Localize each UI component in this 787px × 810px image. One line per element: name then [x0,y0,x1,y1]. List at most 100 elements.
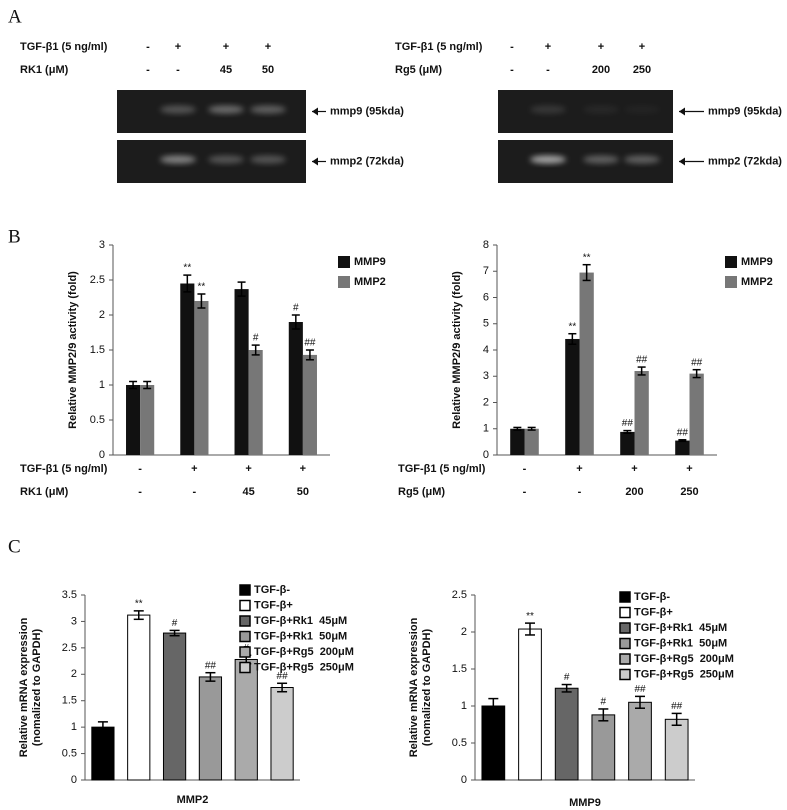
treatment-label: RK1 (μM) [20,486,69,498]
treatment-value: + [631,463,637,475]
treatment-value: - [546,64,550,76]
legend-label: TGF-β+Rk1 50μM [634,637,727,649]
gel-band [624,155,660,164]
y-tick-label: 3 [99,239,105,251]
gel-band [250,155,286,164]
significance-marker: ## [636,355,648,366]
x-axis-label: MMP2 [177,794,209,806]
y-tick-label: 0 [99,449,105,461]
legend-swatch [619,668,631,681]
legend-label: TGF-β+ [254,599,293,611]
legend-label: TGF-β+Rg5 250μM [634,668,734,680]
y-axis-label: Relative mRNA expression [408,617,420,757]
y-tick-label: 2 [99,309,105,321]
arrow-head [679,157,685,166]
treatment-value: - [510,64,514,76]
bar [234,658,258,781]
legend-swatch [619,591,631,603]
panel-label: A [8,6,22,27]
significance-marker: # [293,303,299,314]
y-tick-label: 1.5 [452,663,467,675]
y-tick-label: 0 [483,449,489,461]
bar [591,714,616,781]
y-tick-label: 1 [71,721,77,733]
treatment-label: TGF-β1 (5 ng/ml) [20,41,108,53]
bar [518,628,542,781]
bar [234,289,249,455]
significance-marker: ## [205,660,217,671]
bar [162,632,187,781]
legend-swatch [725,276,737,288]
treatment-value: - [146,41,150,53]
treatment-label: TGF-β1 (5 ng/ml) [20,463,108,475]
treatment-value: 200 [592,64,610,76]
treatment-value: 45 [220,64,232,76]
y-axis-label: Relative MMP2/9 activity (fold) [67,271,79,429]
band-label: mmp9 (95kda) [708,105,782,117]
treatment-value: - [523,463,527,475]
gel-band [208,105,244,114]
gel-band [624,106,660,114]
x-axis-label: MMP9 [569,797,601,809]
treatment-value: 200 [625,486,643,498]
treatment-value: + [545,41,551,53]
legend-label: TGF-β+Rg5 200μM [634,653,734,665]
gel-band [583,105,619,114]
treatment-value: 250 [680,486,698,498]
bar [689,373,704,455]
bar [565,338,580,455]
legend-swatch [725,256,737,268]
y-tick-label: 0.5 [452,737,467,749]
legend-swatch [619,653,631,665]
legend-swatch [338,256,350,268]
y-tick-label: 2 [461,626,467,638]
bar [248,350,263,455]
bar [194,301,209,455]
legend-label: TGF-β- [634,591,670,603]
treatment-value: - [578,486,582,498]
significance-marker: ** [568,321,576,332]
y-tick-label: 1 [483,423,489,435]
legend-swatch [239,661,251,674]
y-tick-label: 3 [71,615,77,627]
gel-band [250,105,286,114]
y-tick-label: 0.5 [90,414,105,426]
bar [620,431,635,455]
treatment-value: + [245,463,251,475]
arrow-head [312,157,318,166]
legend-swatch [239,599,251,612]
significance-marker: ** [583,252,591,263]
y-axis-label: Relative MMP2/9 activity (fold) [451,271,463,429]
y-tick-label: 0.5 [62,747,77,759]
legend-label: MMP2 [354,276,386,288]
y-tick-label: 2.5 [90,274,105,286]
treatment-value: - [510,41,514,53]
significance-marker: ** [183,263,191,274]
treatment-label: Rg5 (μM) [395,64,442,76]
treatment-value: - [138,463,142,475]
treatment-value: 250 [633,64,651,76]
treatment-value: 50 [297,486,309,498]
treatment-value: 45 [243,486,255,498]
bar [288,322,303,455]
bar [126,385,141,455]
bar [180,283,195,455]
treatment-value: + [265,41,271,53]
bar [302,354,317,455]
legend-label: MMP9 [741,256,773,268]
significance-marker: # [601,697,607,708]
y-tick-label: 3.5 [62,589,77,601]
bar [675,440,690,455]
bar [628,701,652,781]
significance-marker: # [172,618,178,629]
treatment-value: + [576,463,582,475]
band-label: mmp2 (72kda) [708,155,782,167]
treatment-value: - [138,486,142,498]
treatment-value: - [146,64,150,76]
significance-marker: ## [677,427,689,438]
y-tick-label: 2 [483,396,489,408]
bar [664,718,689,781]
legend-label: TGF-β+Rg5 250μM [254,661,354,673]
significance-marker: ## [671,701,683,712]
y-tick-label: 7 [483,265,489,277]
